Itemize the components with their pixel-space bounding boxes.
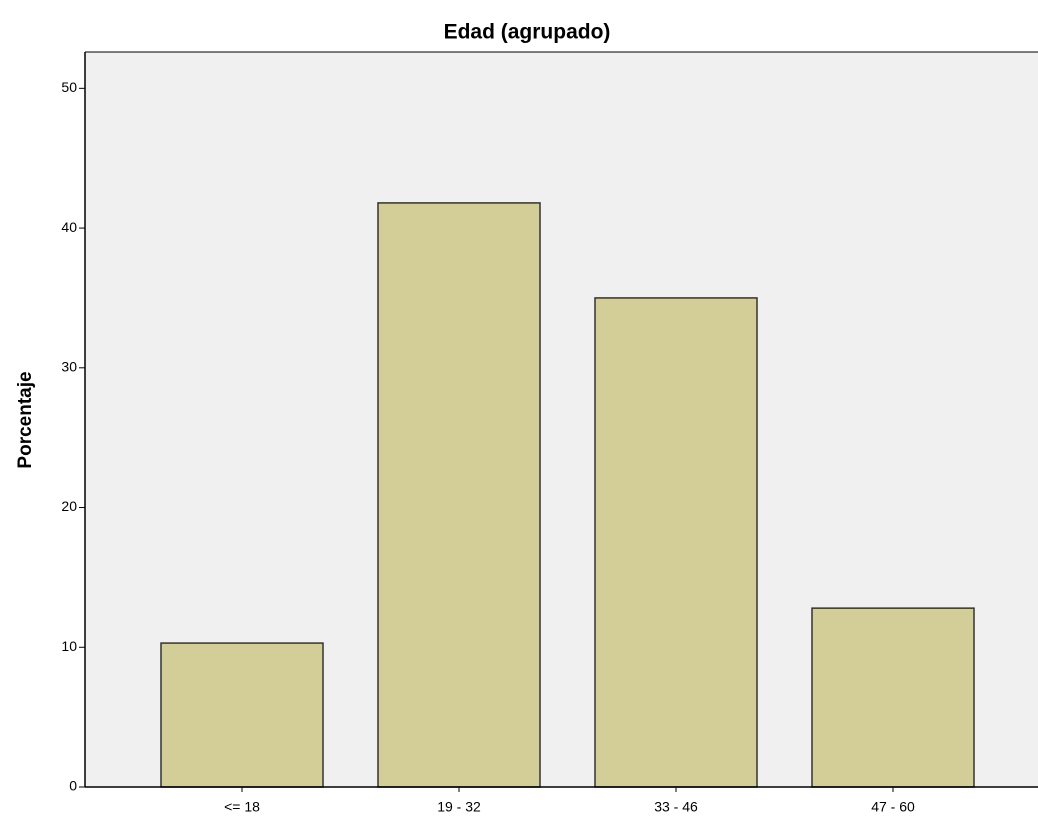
x-tick-label: 19 - 32: [437, 799, 481, 815]
bar: [811, 607, 975, 788]
x-tick-label: 47 - 60: [871, 799, 915, 815]
y-tick-label: 0: [69, 778, 77, 794]
x-tick-label: 33 - 46: [654, 799, 698, 815]
bar: [160, 642, 324, 788]
y-tick-label: 20: [61, 498, 77, 514]
y-tick-label: 30: [61, 359, 77, 375]
bar: [594, 297, 758, 788]
bar: [377, 202, 541, 788]
y-tick-label: 50: [61, 79, 77, 95]
y-axis-label: Porcentaje: [15, 371, 36, 468]
y-tick-label: 40: [61, 219, 77, 235]
x-tick-label: <= 18: [224, 799, 260, 815]
chart-title: Edad (agrupado): [444, 21, 611, 44]
y-tick-label: 10: [61, 638, 77, 654]
